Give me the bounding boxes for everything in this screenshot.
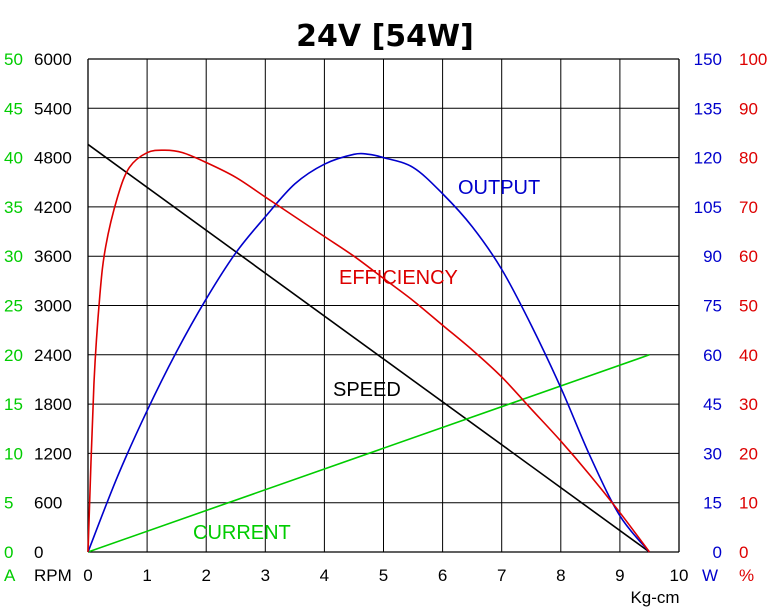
output-tick-label: 135	[694, 99, 722, 118]
output-tick-label: 75	[703, 297, 722, 316]
current-tick-label: 50	[4, 50, 23, 69]
speed-tick-label: 0	[34, 543, 43, 562]
efficiency-tick-label: 50	[739, 297, 758, 316]
speed-tick-label: 3600	[34, 247, 72, 266]
output-tick-label: 15	[703, 494, 722, 513]
efficiency-tick-label: 60	[739, 247, 758, 266]
efficiency-tick-label: 100	[739, 50, 767, 69]
x-tick-label: 4	[320, 566, 329, 585]
output-tick-label: 60	[703, 346, 722, 365]
current-tick-label: 35	[4, 198, 23, 217]
series-label-current: CURRENT	[193, 522, 291, 544]
current-tick-label: 30	[4, 247, 23, 266]
efficiency-tick-label: 90	[739, 99, 758, 118]
speed-tick-label: 4200	[34, 198, 72, 217]
series-line-efficiency	[87, 149, 651, 553]
chart-title: 24V [54W]	[296, 19, 474, 54]
x-tick-label: 0	[83, 566, 92, 585]
x-tick-label: 3	[261, 566, 270, 585]
current-tick-label: 20	[4, 346, 23, 365]
output-tick-label: 45	[703, 395, 722, 414]
speed-tick-label: 4800	[34, 149, 72, 168]
output-tick-label: 150	[694, 50, 722, 69]
efficiency-tick-label: 20	[739, 444, 758, 463]
output-tick-label: 90	[703, 247, 722, 266]
current-tick-label: 45	[4, 99, 23, 118]
x-axis-label: Kg-cm	[630, 588, 679, 607]
current-tick-label: 40	[4, 149, 23, 168]
current-tick-label: 25	[4, 297, 23, 316]
efficiency-tick-label: 70	[739, 198, 758, 217]
speed-tick-label: 3000	[34, 297, 72, 316]
x-tick-label: 9	[615, 566, 624, 585]
series-label-output: OUTPUT	[458, 177, 540, 199]
output-tick-label: 120	[694, 149, 722, 168]
x-tick-label: 7	[497, 566, 506, 585]
series-line-speed	[87, 143, 650, 553]
output-tick-label: 0	[713, 543, 722, 562]
x-tick-label: 6	[438, 566, 447, 585]
efficiency-tick-label: 40	[739, 346, 758, 365]
x-tick-label: 1	[142, 566, 151, 585]
current-tick-label: 10	[4, 444, 23, 463]
current-tick-label: 0	[4, 543, 13, 562]
efficiency-tick-label: 10	[739, 494, 758, 513]
speed-tick-label: 6000	[34, 50, 72, 69]
output-unit-label: W	[702, 566, 718, 585]
series-label-speed: SPEED	[333, 379, 401, 401]
series-layer	[87, 143, 651, 553]
series-line-output	[87, 152, 651, 553]
efficiency-tick-label: 0	[739, 543, 748, 562]
x-tick-label: 8	[556, 566, 565, 585]
output-tick-label: 105	[694, 198, 722, 217]
series-label-efficiency: EFFICIENCY	[339, 267, 458, 289]
efficiency-tick-label: 30	[739, 395, 758, 414]
speed-tick-label: 1200	[34, 444, 72, 463]
grid	[87, 58, 680, 553]
current-tick-label: 5	[4, 494, 13, 513]
x-tick-label: 2	[201, 566, 210, 585]
series-line-current	[87, 354, 650, 553]
output-tick-label: 30	[703, 444, 722, 463]
speed-tick-label: 5400	[34, 99, 72, 118]
speed-tick-label: 1800	[34, 395, 72, 414]
efficiency-tick-label: 80	[739, 149, 758, 168]
current-unit-label: A	[4, 566, 16, 585]
speed-tick-label: 600	[34, 494, 62, 513]
speed-unit-label: RPM	[34, 566, 72, 585]
x-tick-label: 5	[379, 566, 388, 585]
x-tick-label: 10	[670, 566, 689, 585]
current-tick-label: 15	[4, 395, 23, 414]
efficiency-unit-label: %	[739, 566, 754, 585]
series-annotations: OUTPUT EFFICIENCY SPEED CURRENT	[193, 177, 540, 544]
speed-tick-label: 2400	[34, 346, 72, 365]
